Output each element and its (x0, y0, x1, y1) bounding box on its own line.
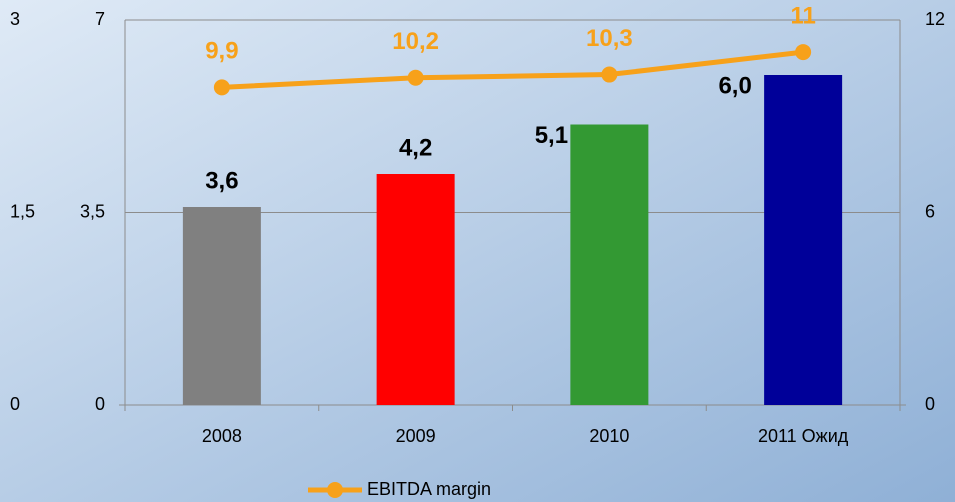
marker (407, 69, 424, 86)
tick-label: 3,5 (80, 201, 105, 221)
value-label: 10,2 (392, 28, 439, 55)
value-label: 3,6 (205, 167, 238, 194)
x-tick-label: 2010 (589, 426, 629, 446)
x-tick-label: 2008 (202, 426, 242, 446)
marker (795, 44, 812, 61)
value-label: 9,9 (205, 38, 238, 65)
value-label: 6,0 (718, 72, 751, 99)
tick-label: 3 (10, 9, 20, 29)
legend-marker (327, 482, 343, 498)
bar (570, 124, 649, 405)
bar (376, 174, 455, 405)
tick-label: 12 (925, 9, 945, 29)
tick-label: 6 (925, 201, 935, 221)
line (221, 49, 804, 90)
legend-label: EBITDA margin (367, 479, 491, 499)
tick-label: 1,5 (10, 201, 35, 221)
tick-label: 0 (95, 394, 105, 414)
x-tick-label: 2009 (396, 426, 436, 446)
tick-label: 0 (925, 394, 935, 414)
bar (182, 207, 261, 405)
value-label: 4,2 (399, 134, 432, 161)
value-label: 11 (790, 2, 815, 29)
marker (213, 79, 230, 96)
marker (601, 66, 618, 83)
tick-label: 0 (10, 394, 20, 414)
value-label: 10,3 (586, 25, 633, 52)
tick-label: 7 (95, 9, 105, 29)
value-label: 5,1 (535, 122, 568, 149)
bar (764, 75, 843, 405)
x-tick-label: 2011 Ожид (758, 426, 849, 446)
